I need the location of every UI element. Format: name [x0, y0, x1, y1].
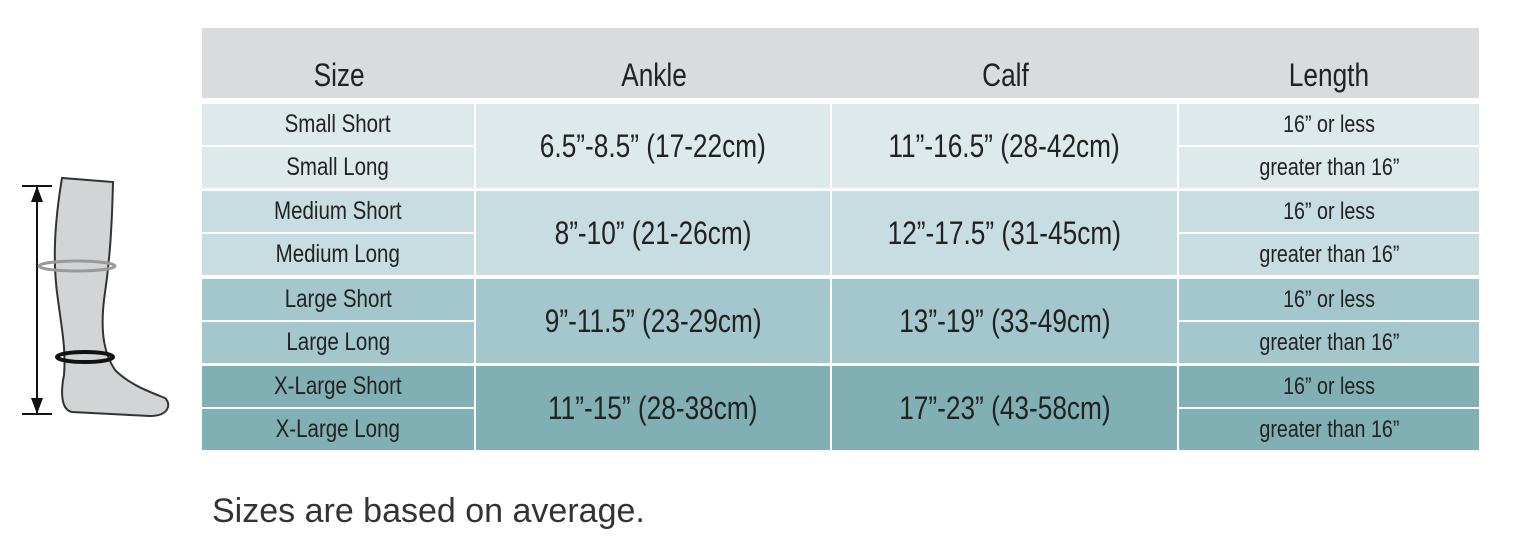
- header-bg: [202, 28, 1479, 98]
- length-cell-text: greater than 16”: [1258, 415, 1400, 443]
- length-cell: greater than 16”: [1179, 409, 1479, 450]
- size-cell-text: Small Short: [285, 110, 391, 138]
- size-cell-text: X-Large Short: [274, 372, 402, 400]
- ankle-cell-text: 11”-15” (28-38cm): [548, 389, 758, 426]
- calf-cell: 13”-19” (33-49cm): [832, 279, 1177, 363]
- length-cell: 16” or less: [1179, 104, 1479, 145]
- ankle-cell-text: 8”-10” (21-26cm): [554, 214, 752, 251]
- length-cell: greater than 16”: [1179, 234, 1479, 275]
- header-cell: Length: [1179, 50, 1479, 100]
- size-cell: Large Short: [202, 279, 474, 320]
- header-cell-text: Length: [1288, 56, 1370, 93]
- footnote: Sizes are based on average.: [212, 492, 645, 530]
- header-cell-text: Calf: [982, 56, 1029, 93]
- size-cell: Small Long: [202, 147, 474, 188]
- size-cell-text: Large Long: [286, 328, 390, 356]
- length-cell-text: greater than 16”: [1258, 153, 1400, 181]
- size-cell: Small Short: [202, 104, 474, 145]
- size-cell: X-Large Long: [202, 409, 474, 450]
- size-cell: Large Long: [202, 322, 474, 363]
- length-cell-text: 16” or less: [1283, 110, 1375, 138]
- length-cell-text: 16” or less: [1283, 372, 1375, 400]
- length-cell: greater than 16”: [1179, 322, 1479, 363]
- size-cell: Medium Long: [202, 234, 474, 275]
- header-cell: Calf: [832, 50, 1179, 100]
- length-cell: 16” or less: [1179, 279, 1479, 320]
- size-cell: Medium Short: [202, 191, 474, 232]
- ankle-cell: 9”-11.5” (23-29cm): [476, 279, 830, 363]
- size-cell-text: X-Large Long: [275, 415, 401, 443]
- header-cell: Ankle: [476, 50, 832, 100]
- length-cell: 16” or less: [1179, 191, 1479, 232]
- header-cell-text: Size: [313, 56, 365, 93]
- calf-cell: 17”-23” (43-58cm): [832, 366, 1177, 450]
- leg-illustration: [22, 176, 170, 418]
- length-cell-text: greater than 16”: [1258, 240, 1400, 268]
- length-cell-text: greater than 16”: [1258, 328, 1400, 356]
- ankle-cell: 6.5”-8.5” (17-22cm): [476, 104, 830, 188]
- ankle-cell: 11”-15” (28-38cm): [476, 366, 830, 450]
- size-cell-text: Medium Short: [274, 197, 402, 225]
- calf-cell-text: 12”-17.5” (31-45cm): [887, 214, 1122, 251]
- calf-cell: 12”-17.5” (31-45cm): [832, 191, 1177, 275]
- header-cell: Size: [202, 50, 476, 100]
- ankle-cell-text: 9”-11.5” (23-29cm): [544, 302, 762, 339]
- ankle-cell: 8”-10” (21-26cm): [476, 191, 830, 275]
- size-cell: X-Large Short: [202, 366, 474, 407]
- header-cell-text: Ankle: [621, 56, 687, 93]
- calf-cell-text: 17”-23” (43-58cm): [898, 389, 1111, 426]
- length-cell-text: 16” or less: [1283, 197, 1375, 225]
- length-cell: 16” or less: [1179, 366, 1479, 407]
- size-cell-text: Medium Long: [275, 240, 401, 268]
- length-cell: greater than 16”: [1179, 147, 1479, 188]
- size-cell-text: Small Long: [286, 153, 390, 181]
- calf-cell-text: 11”-16.5” (28-42cm): [888, 127, 1121, 164]
- ankle-cell-text: 6.5”-8.5” (17-22cm): [539, 127, 767, 164]
- calf-cell-text: 13”-19” (33-49cm): [898, 302, 1111, 339]
- size-cell-text: Large Short: [284, 285, 392, 313]
- length-cell-text: 16” or less: [1283, 285, 1375, 313]
- calf-cell: 11”-16.5” (28-42cm): [832, 104, 1177, 188]
